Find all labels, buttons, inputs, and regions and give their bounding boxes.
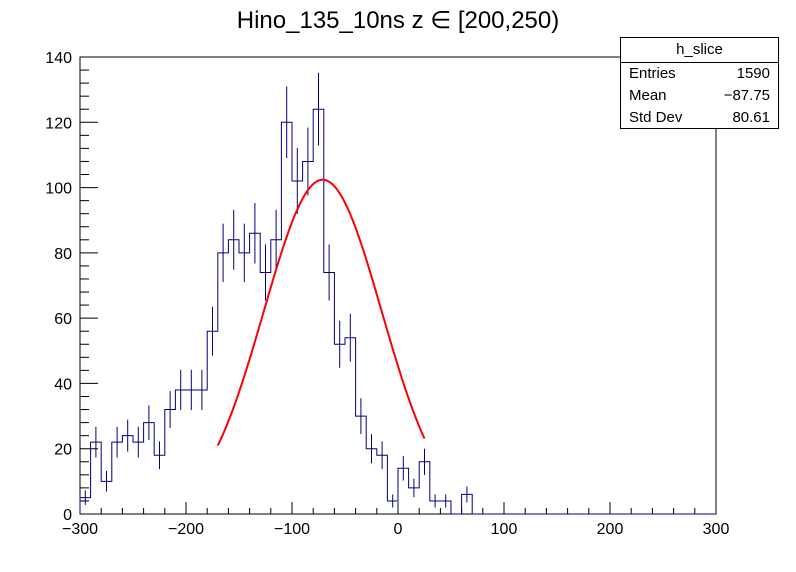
chart-title: Hino_135_10ns z ∈ [200,250) xyxy=(236,7,560,34)
stats-label-entries: Entries xyxy=(629,65,676,82)
stats-row-mean: Mean −87.75 xyxy=(621,85,778,107)
x-tick-label: 100 xyxy=(491,521,518,538)
x-tick-label: −100 xyxy=(274,521,310,538)
y-tick-label: 20 xyxy=(54,442,72,459)
stats-box: h_slice Entries 1590 Mean −87.75 Std Dev… xyxy=(620,37,779,129)
y-tick-label: 100 xyxy=(45,181,72,198)
y-tick-label: 80 xyxy=(54,246,72,263)
gaussian-fit-curve xyxy=(216,178,426,446)
y-tick-label: 0 xyxy=(63,507,72,524)
x-tick-label: 200 xyxy=(597,521,624,538)
stats-value-mean: −87.75 xyxy=(723,87,770,104)
y-tick-label: 140 xyxy=(45,50,72,67)
y-tick-label: 120 xyxy=(45,115,72,132)
x-tick-label: 300 xyxy=(703,521,730,538)
stats-value-entries: 1590 xyxy=(736,65,770,82)
stats-box-name: h_slice xyxy=(621,38,778,63)
stats-label-mean: Mean xyxy=(629,87,667,104)
stats-row-entries: Entries 1590 xyxy=(621,63,778,85)
stats-row-stddev: Std Dev 80.61 xyxy=(621,107,778,129)
histogram-steps xyxy=(79,108,716,515)
x-tick-label: −200 xyxy=(168,521,204,538)
y-tick-label: 60 xyxy=(54,311,72,328)
stats-label-stddev: Std Dev xyxy=(629,109,683,126)
stats-value-stddev: 80.61 xyxy=(732,109,770,126)
x-tick-label: −300 xyxy=(62,521,98,538)
y-tick-label: 40 xyxy=(54,376,72,393)
x-tick-label: 0 xyxy=(394,521,403,538)
